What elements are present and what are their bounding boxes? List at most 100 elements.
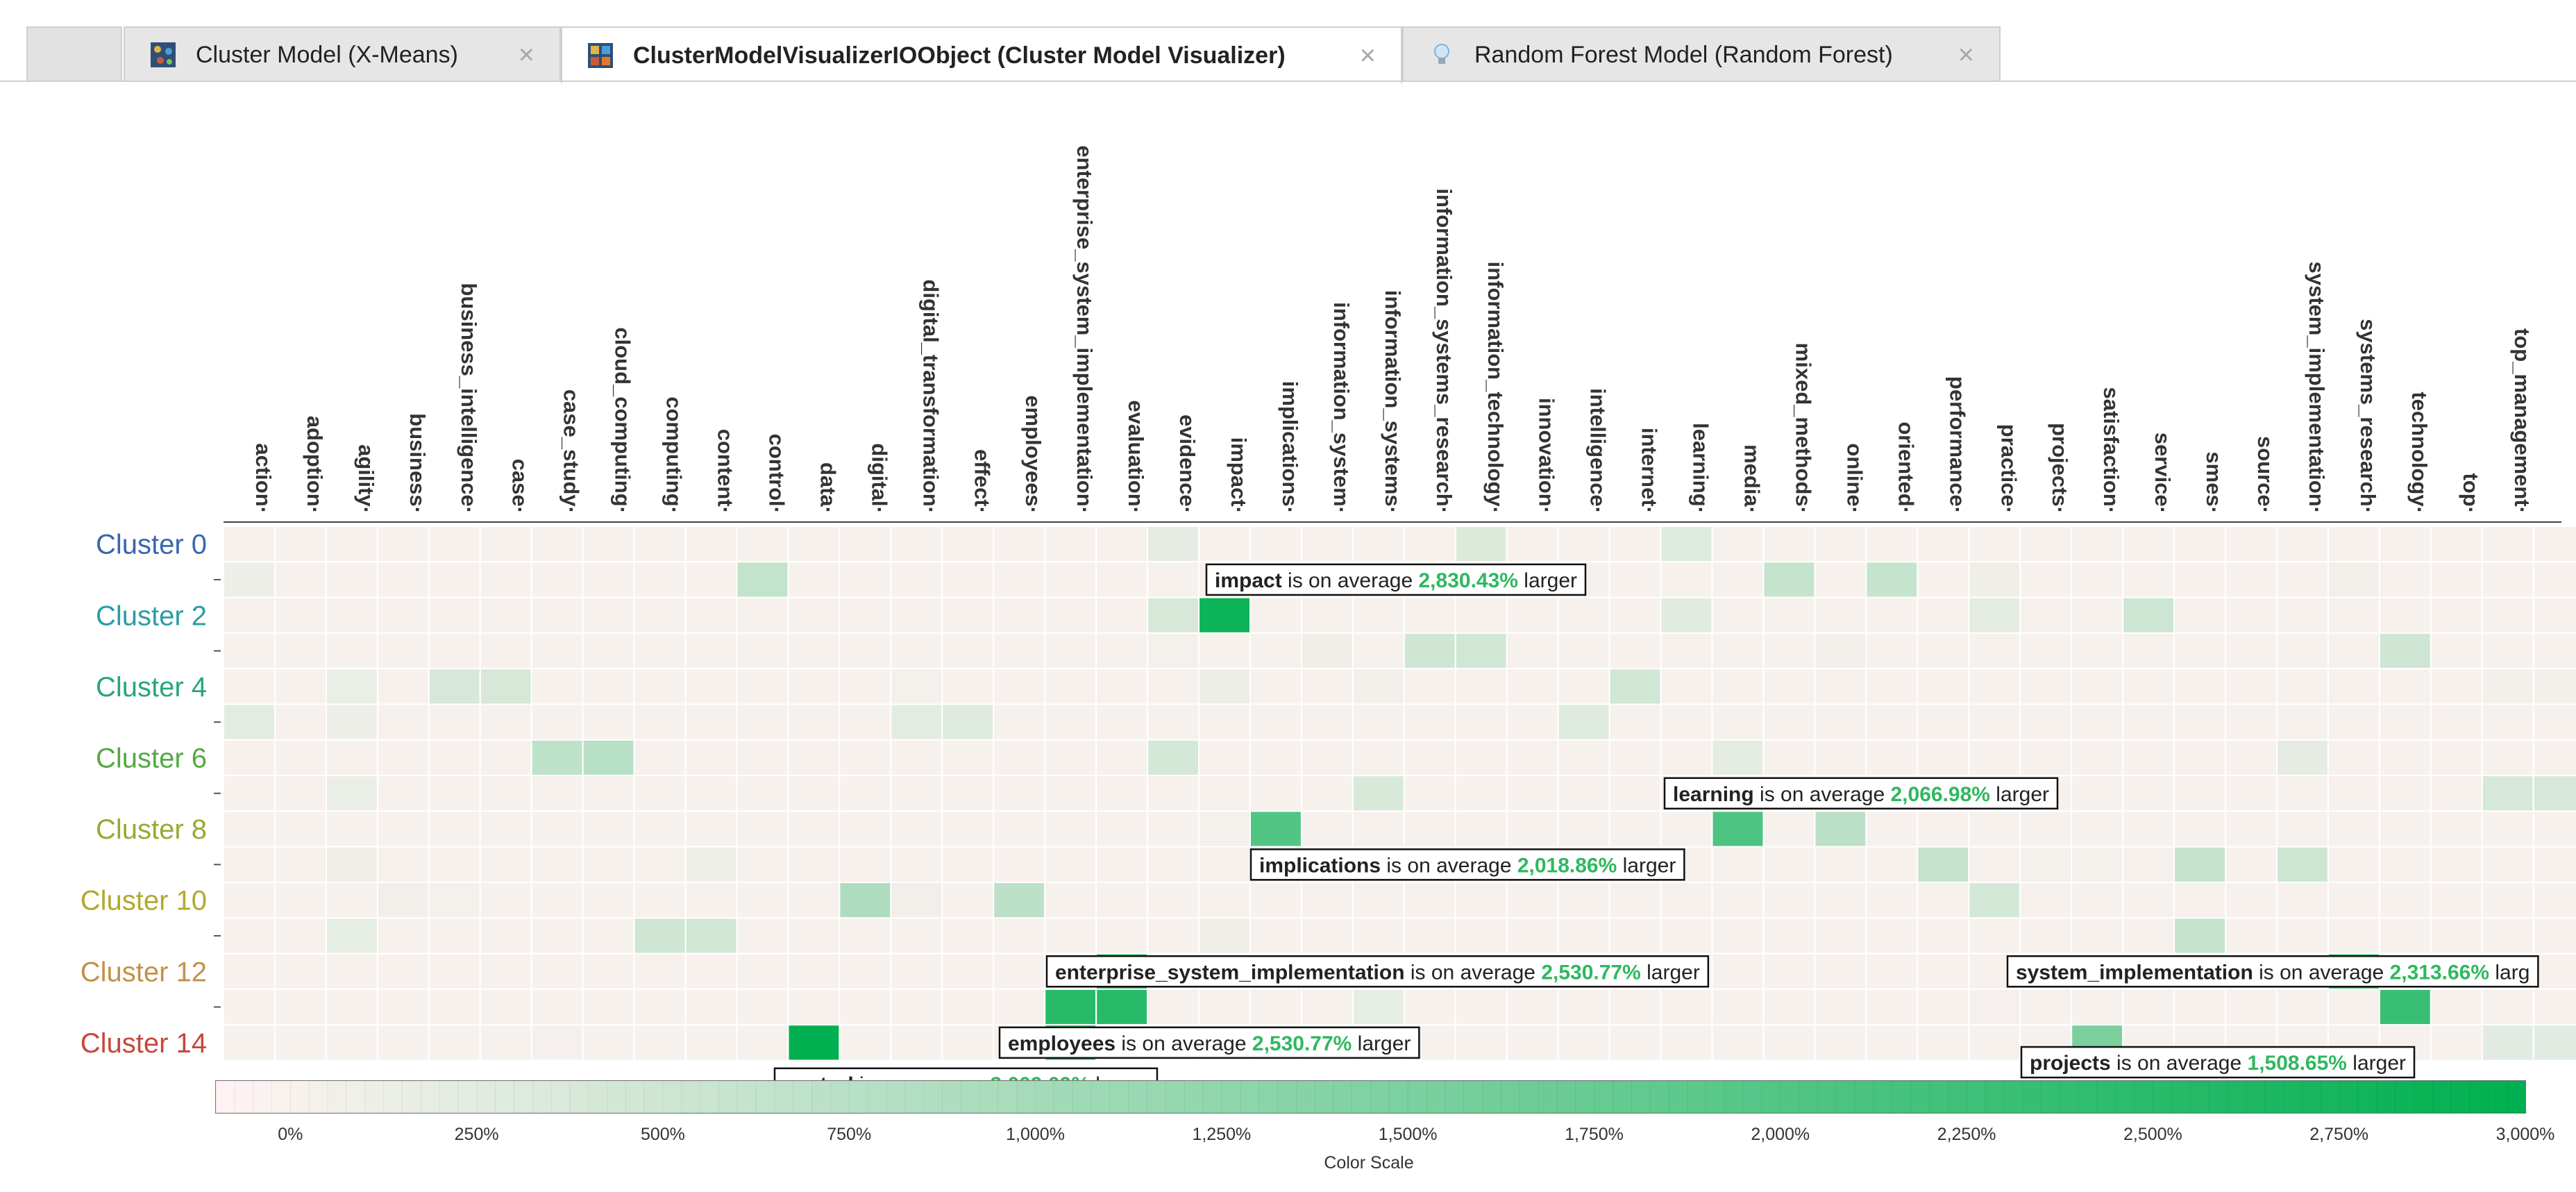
heatmap-cell[interactable] (2327, 882, 2380, 919)
heatmap-cell[interactable] (2327, 988, 2380, 1026)
heatmap-cell[interactable] (1198, 810, 1252, 848)
heatmap-cell[interactable] (2327, 739, 2380, 777)
heatmap-cell[interactable] (2225, 882, 2278, 919)
heatmap-cell[interactable] (2173, 988, 2227, 1026)
heatmap-cell[interactable] (1865, 596, 1919, 634)
heatmap-cell[interactable] (2225, 846, 2278, 883)
heatmap-cell[interactable] (839, 1024, 892, 1061)
heatmap-cell[interactable] (1300, 810, 1354, 848)
heatmap-cell[interactable] (2430, 810, 2483, 848)
heatmap-cell[interactable] (941, 988, 995, 1026)
heatmap-cell[interactable] (787, 703, 841, 741)
heatmap-cell[interactable] (376, 632, 430, 670)
heatmap-cell[interactable] (273, 596, 327, 634)
heatmap-cell[interactable] (2225, 810, 2278, 848)
heatmap-cell[interactable] (582, 739, 635, 777)
heatmap-cell[interactable] (2481, 561, 2534, 598)
heatmap-cell[interactable] (376, 952, 430, 990)
heatmap-cell[interactable] (1044, 596, 1097, 634)
heatmap-cell[interactable] (941, 846, 995, 883)
heatmap-cell[interactable] (1352, 917, 1405, 955)
heatmap-cell[interactable] (2481, 917, 2534, 955)
heatmap-cell[interactable] (2225, 668, 2278, 705)
heatmap-cell[interactable] (1198, 846, 1252, 883)
heatmap-cell[interactable] (1454, 917, 1508, 955)
close-icon[interactable]: × (1359, 40, 1376, 71)
heatmap-cell[interactable] (2327, 810, 2380, 848)
heatmap-cell[interactable] (2071, 846, 2124, 883)
heatmap-cell[interactable] (376, 561, 430, 598)
heatmap-cell[interactable] (890, 739, 943, 777)
heatmap-cell[interactable] (479, 526, 532, 563)
heatmap-cell[interactable] (1608, 1024, 1662, 1061)
heatmap-cell[interactable] (479, 775, 532, 812)
heatmap-cell[interactable] (1249, 917, 1302, 955)
heatmap-cell[interactable] (1814, 988, 1867, 1026)
heatmap-cell[interactable] (993, 632, 1046, 670)
heatmap-cell[interactable] (223, 526, 276, 563)
heatmap-cell[interactable] (376, 526, 430, 563)
heatmap-cell[interactable] (325, 952, 378, 990)
heatmap-cell[interactable] (1917, 632, 1970, 670)
heatmap-cell[interactable] (1968, 882, 2021, 919)
heatmap-cell[interactable] (1711, 561, 1765, 598)
heatmap-cell[interactable] (1968, 739, 2021, 777)
heatmap-cell[interactable] (1454, 596, 1508, 634)
heatmap-cell[interactable] (2327, 596, 2380, 634)
heatmap-cell[interactable] (1608, 596, 1662, 634)
heatmap-cell[interactable] (1917, 703, 1970, 741)
heatmap-cell[interactable] (2481, 810, 2534, 848)
heatmap-cell[interactable] (1865, 952, 1919, 990)
heatmap-cell[interactable] (787, 668, 841, 705)
heatmap-cell[interactable] (376, 668, 430, 705)
heatmap-cell[interactable] (273, 632, 327, 670)
heatmap-cell[interactable] (1198, 988, 1252, 1026)
heatmap-cell[interactable] (2378, 596, 2432, 634)
heatmap-cell[interactable] (2481, 703, 2534, 741)
heatmap-cell[interactable] (1814, 596, 1867, 634)
heatmap-cell[interactable] (1865, 810, 1919, 848)
heatmap-cell[interactable] (1968, 526, 2021, 563)
heatmap-cell[interactable] (325, 917, 378, 955)
heatmap-cell[interactable] (376, 810, 430, 848)
heatmap-cell[interactable] (684, 561, 738, 598)
heatmap-cell[interactable] (1865, 1024, 1919, 1061)
heatmap-cell[interactable] (223, 846, 276, 883)
heatmap-cell[interactable] (325, 846, 378, 883)
heatmap-cell[interactable] (1660, 632, 1713, 670)
heatmap-cell[interactable] (2173, 526, 2227, 563)
heatmap-cell[interactable] (582, 917, 635, 955)
heatmap-cell[interactable] (736, 739, 789, 777)
heatmap-cell[interactable] (2225, 739, 2278, 777)
heatmap-cell[interactable] (890, 526, 943, 563)
heatmap-cell[interactable] (2071, 668, 2124, 705)
heatmap-cell[interactable] (1917, 561, 1970, 598)
heatmap-cell[interactable] (2378, 561, 2432, 598)
heatmap-cell[interactable] (1147, 917, 1200, 955)
heatmap-cell[interactable] (1917, 526, 1970, 563)
heatmap-cell[interactable] (839, 561, 892, 598)
heatmap-cell[interactable] (1403, 882, 1456, 919)
heatmap-cell[interactable] (479, 596, 532, 634)
heatmap-cell[interactable] (1249, 632, 1302, 670)
heatmap-cell[interactable] (2532, 988, 2576, 1026)
heatmap-cell[interactable] (1711, 846, 1765, 883)
tab-cluster-model[interactable]: Cluster Model (X-Means) × (124, 26, 561, 82)
heatmap-cell[interactable] (1147, 775, 1200, 812)
heatmap-cell[interactable] (1711, 882, 1765, 919)
heatmap-cell[interactable] (839, 668, 892, 705)
heatmap-cell[interactable] (1762, 810, 1816, 848)
heatmap-cell[interactable] (993, 668, 1046, 705)
heatmap-cell[interactable] (1352, 668, 1405, 705)
heatmap-cell[interactable] (1403, 810, 1456, 848)
heatmap-cell[interactable] (1711, 917, 1765, 955)
heatmap-cell[interactable] (2430, 882, 2483, 919)
heatmap-cell[interactable] (2327, 703, 2380, 741)
heatmap-cell[interactable] (1660, 1024, 1713, 1061)
heatmap-cell[interactable] (2276, 988, 2329, 1026)
heatmap-cell[interactable] (993, 775, 1046, 812)
heatmap-cell[interactable] (376, 988, 430, 1026)
heatmap-cell[interactable] (1968, 668, 2021, 705)
heatmap-cell[interactable] (1454, 988, 1508, 1026)
heatmap-cell[interactable] (2378, 810, 2432, 848)
